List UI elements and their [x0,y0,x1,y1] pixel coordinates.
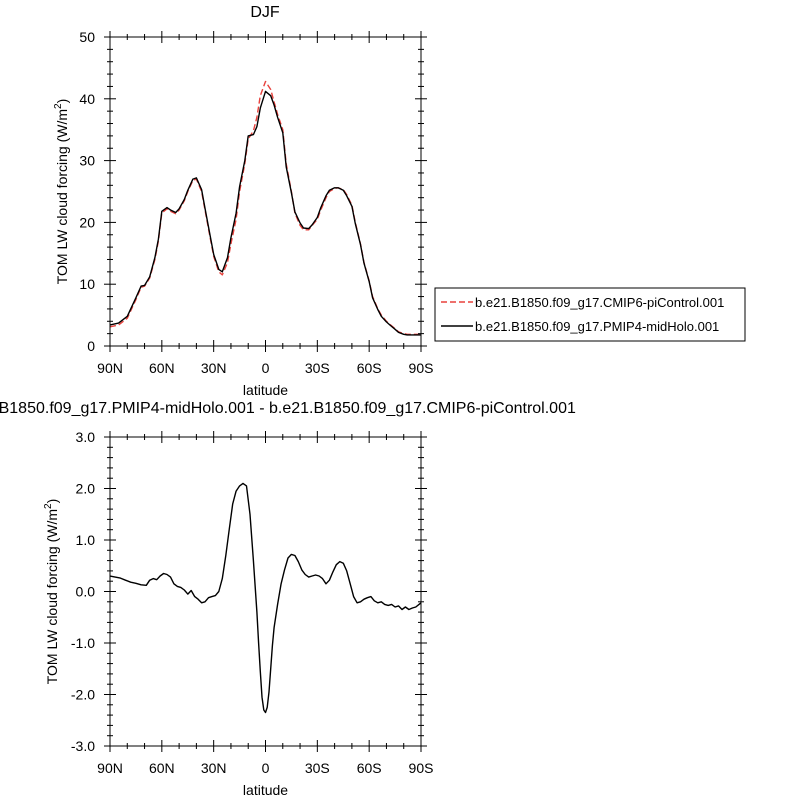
legend-label-1: b.e21.B1850.f09_g17.PMIP4-midHolo.001 [475,319,719,334]
y-tick-label: 1.0 [76,532,96,548]
y-tick-label: 50 [79,29,95,45]
x-tick-label: 90S [409,760,434,776]
x-tick-label: 90N [97,760,123,776]
series-line-0 [110,80,421,335]
x-tick-label: 0 [262,360,270,376]
legend-box [434,287,746,342]
y-tick-label: -3.0 [71,738,95,754]
plot-frame [109,436,422,747]
x-axis-label: latitude [243,382,288,398]
x-axis-label: latitude [243,782,288,798]
y-tick-label: 40 [79,91,95,107]
x-tick-label: 60S [357,760,382,776]
y-tick-label: 0.0 [76,584,96,600]
series-group [110,482,421,714]
chart-title: b.e21.B1850.f09_g17.PMIP4-midHolo.001 - … [0,400,576,417]
y-axis-label: TOM LW cloud forcing (W/m2) [43,499,60,685]
x-tick-label: 60N [149,760,175,776]
y-tick-label: -1.0 [71,635,95,651]
y-tick-label: 30 [79,153,95,169]
chart-legend: b.e21.B1850.f09_g17.CMIP6-piControl.001b… [434,287,746,342]
series-group [110,80,421,336]
series-line-1 [110,90,421,336]
y-tick-label: 0 [87,338,95,354]
x-tick-label: 60N [149,360,175,376]
y-axis-label-text: TOM LW cloud forcing (W/m [54,109,70,284]
chart-title: DJF [250,4,280,21]
x-tick-label: 90N [97,360,123,376]
x-tick-label: 30S [305,360,330,376]
x-tick-label: 30N [201,760,227,776]
y-tick-label: 20 [79,214,95,230]
y-axis-label-superscript: 2 [43,503,54,509]
x-tick-label: 90S [409,360,434,376]
x-tick-label: 30S [305,760,330,776]
y-axis-label-close: ) [54,99,70,104]
y-axis-label: TOM LW cloud forcing (W/m2) [53,99,70,285]
y-tick-label: -2.0 [71,687,95,703]
y-axis-label-close: ) [44,499,60,504]
y-tick-label: 10 [79,276,95,292]
legend-label-0: b.e21.B1850.f09_g17.CMIP6-piControl.001 [475,295,724,310]
x-tick-label: 0 [262,760,270,776]
x-tick-label: 60S [357,360,382,376]
x-tick-label: 30N [201,360,227,376]
y-axis-label-superscript: 2 [53,103,64,109]
zonal-mean-chart: DJF 90N 60N 30N 0 30S 60S 90S 0 10 20 30 40 50 latitud… [53,4,433,398]
difference-chart: b.e21.B1850.f09_g17.PMIP4-midHolo.001 - … [0,400,576,798]
series-line-0 [110,482,421,714]
y-tick-label: 2.0 [76,481,96,497]
y-axis-label-text: TOM LW cloud forcing (W/m [44,509,60,684]
y-tick-label: 3.0 [76,429,96,445]
